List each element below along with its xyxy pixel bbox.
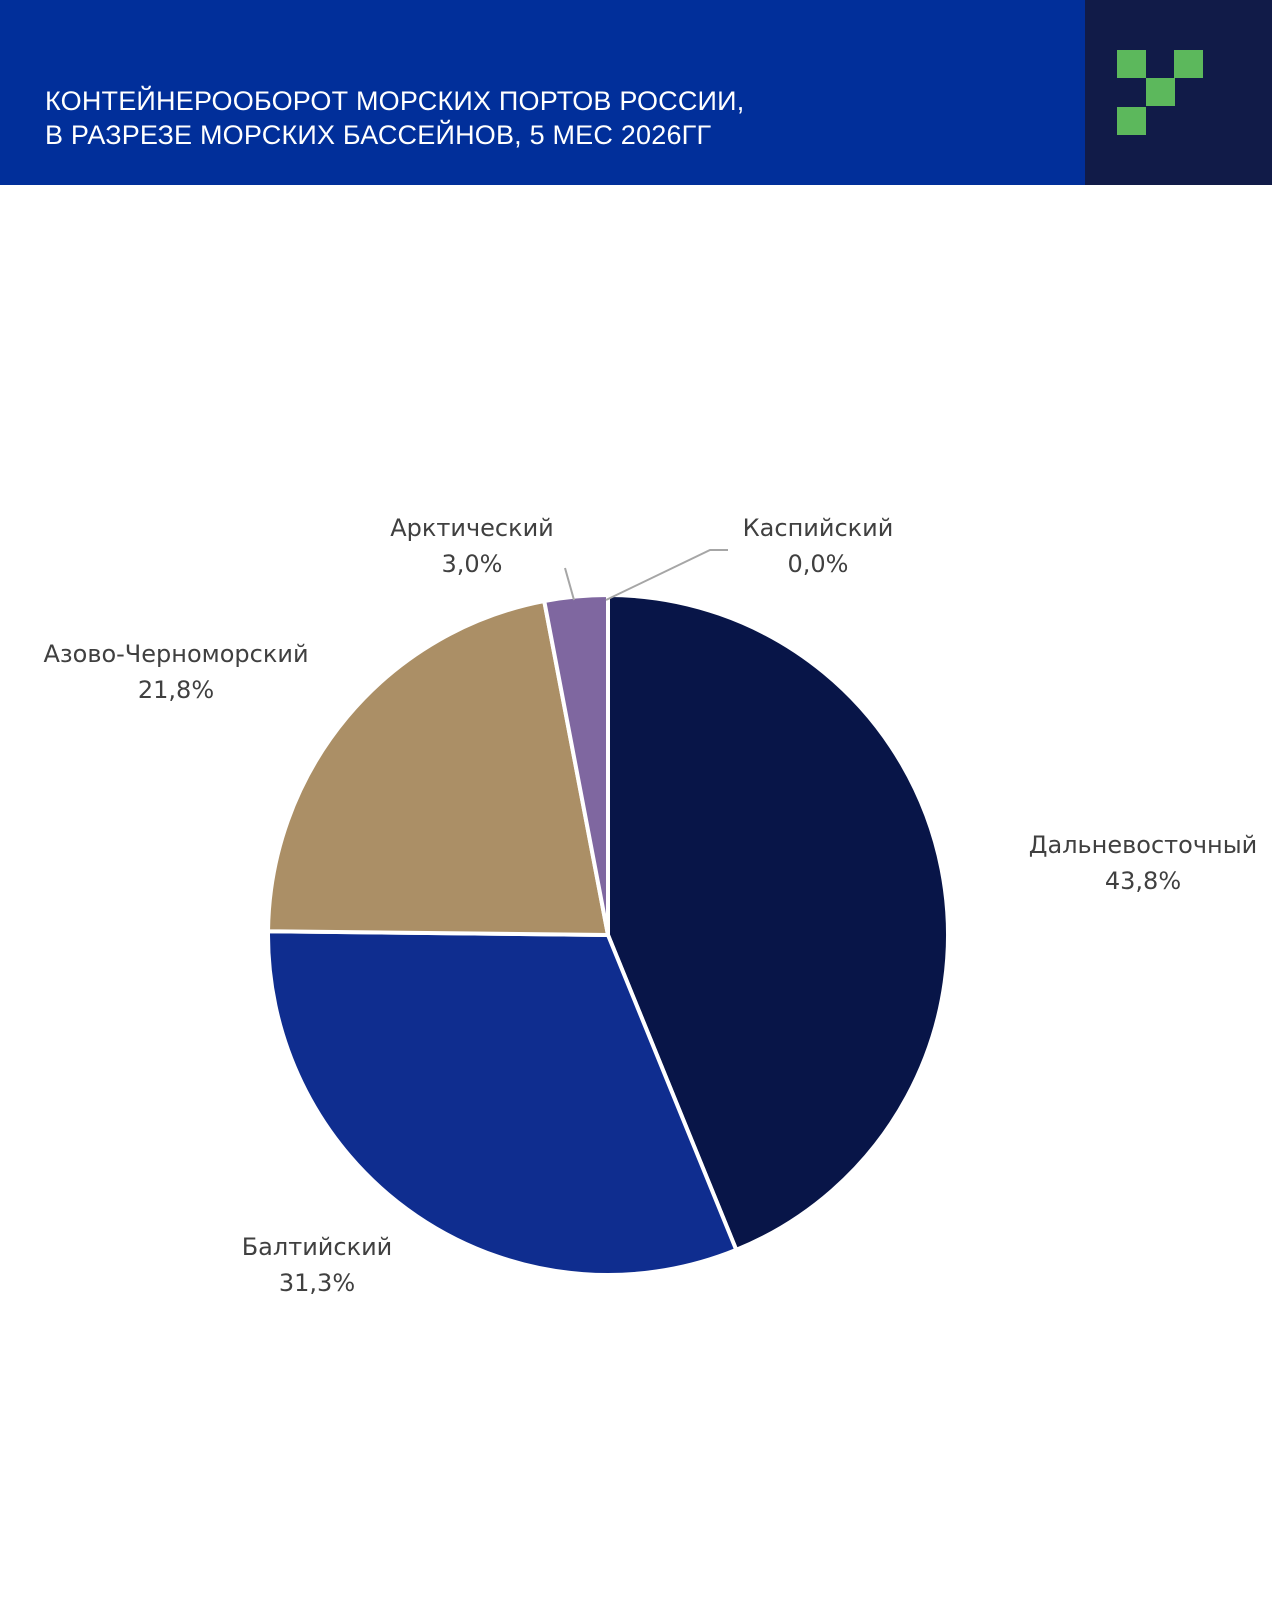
logo-square-2 [1174, 50, 1203, 78]
slice-value-label-1: 43,8% [1105, 867, 1181, 895]
pie-slice-4 [542, 593, 610, 937]
header-bar: КОНТЕЙНЕРООБОРОТ МОРСКИХ ПОРТОВ РОССИИ, … [0, 0, 1085, 185]
pie-slice-3 [266, 599, 610, 937]
pie-chart: Дальневосточный 43,8% Балтийский 31,3% Азово… [43, 514, 1258, 1297]
slice-value-label-4: 3,0% [442, 550, 503, 578]
slice-name-label-1: Дальневосточный [1029, 831, 1258, 859]
logo-box [1085, 0, 1272, 185]
page-title: КОНТЕЙНЕРООБОРОТ МОРСКИХ ПОРТОВ РОССИИ, … [45, 84, 744, 152]
slice-name-label-2: Балтийский [242, 1233, 393, 1261]
slice-value-label-5: 0,0% [788, 550, 849, 578]
title-line-1: КОНТЕЙНЕРООБОРОТ МОРСКИХ ПОРТОВ РОССИИ, [45, 86, 745, 116]
slice-value-label-2: 31,3% [279, 1269, 355, 1297]
logo-square-3 [1146, 78, 1175, 106]
slice-name-label-3: Азово-Черноморский [43, 640, 308, 668]
title-line-2: В РАЗРЕЗЕ МОРСКИХ БАССЕЙНОВ, 5 МЕС 2026Г… [45, 120, 712, 150]
leader-line-5 [605, 549, 728, 601]
slice-name-label-5: Каспийский [743, 514, 894, 542]
slice-value-label-3: 21,8% [138, 676, 214, 704]
pie-slices [266, 593, 950, 1277]
pie-slice-1 [606, 593, 950, 1252]
logo-square-4 [1117, 107, 1146, 135]
pie-chart-area: Дальневосточный 43,8% Балтийский 31,3% Азово… [0, 185, 1272, 1593]
slice-name-label-4: Арктический [390, 514, 554, 542]
leader-line-4 [564, 567, 575, 601]
logo-square-1 [1117, 50, 1146, 78]
pie-slice-2 [266, 929, 739, 1277]
